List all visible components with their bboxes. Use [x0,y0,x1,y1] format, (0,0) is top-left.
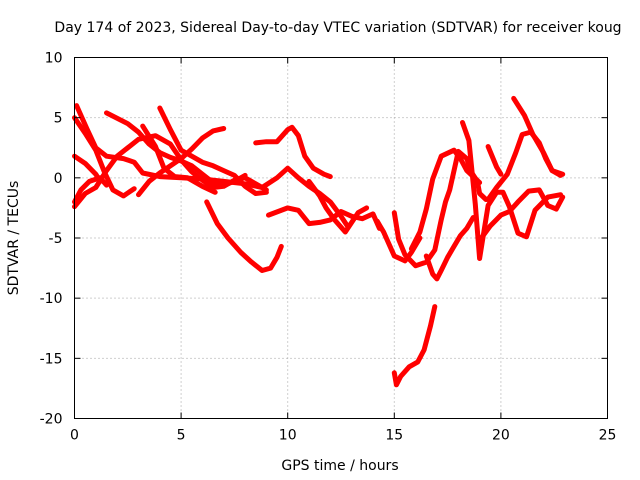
y-tick-label: 5 [54,111,63,127]
x-tick-labels: 0 5 10 15 20 25 [70,428,616,444]
trace-arc-11 [253,124,333,180]
trace-arc-9 [136,126,227,198]
y-tick-label: -15 [40,351,63,367]
x-tick-label: 5 [177,428,186,444]
x-tick-label: 15 [385,428,403,444]
x-tick-label: 10 [279,428,297,444]
trace-arc-18 [423,215,476,282]
trace-arc-7 [140,123,218,195]
x-tick-label: 0 [70,428,79,444]
trace-arc-19 [460,120,564,261]
trace-arc-8 [157,105,269,196]
trace-arc-12 [266,205,382,231]
data-traces [72,95,566,388]
trace-arc-20 [477,187,566,243]
trace-arc-13 [306,178,370,235]
y-tick-label: -10 [40,291,63,307]
y-tick-label: 0 [54,171,63,187]
x-axis-label: GPS time / hours [281,458,398,474]
chart-title: Day 174 of 2023, Sidereal Day-to-day VTE… [54,20,621,36]
trace-arc-22 [511,95,566,177]
trace-arc-5 [72,175,109,205]
axis-ticks [74,57,608,419]
trace-arc-23 [485,144,504,177]
trace-arc-10 [204,199,284,273]
x-tick-label: 20 [492,428,510,444]
y-tick-label: 10 [45,51,63,67]
y-tick-label: -20 [40,412,63,428]
x-tick-label: 25 [599,428,617,444]
y-tick-labels: -20 -15 -10 -5 0 5 10 [40,51,63,428]
y-tick-label: -5 [49,231,63,247]
y-axis-label: SDTVAR / TECUs [6,181,22,296]
trace-arc-15 [391,304,438,388]
